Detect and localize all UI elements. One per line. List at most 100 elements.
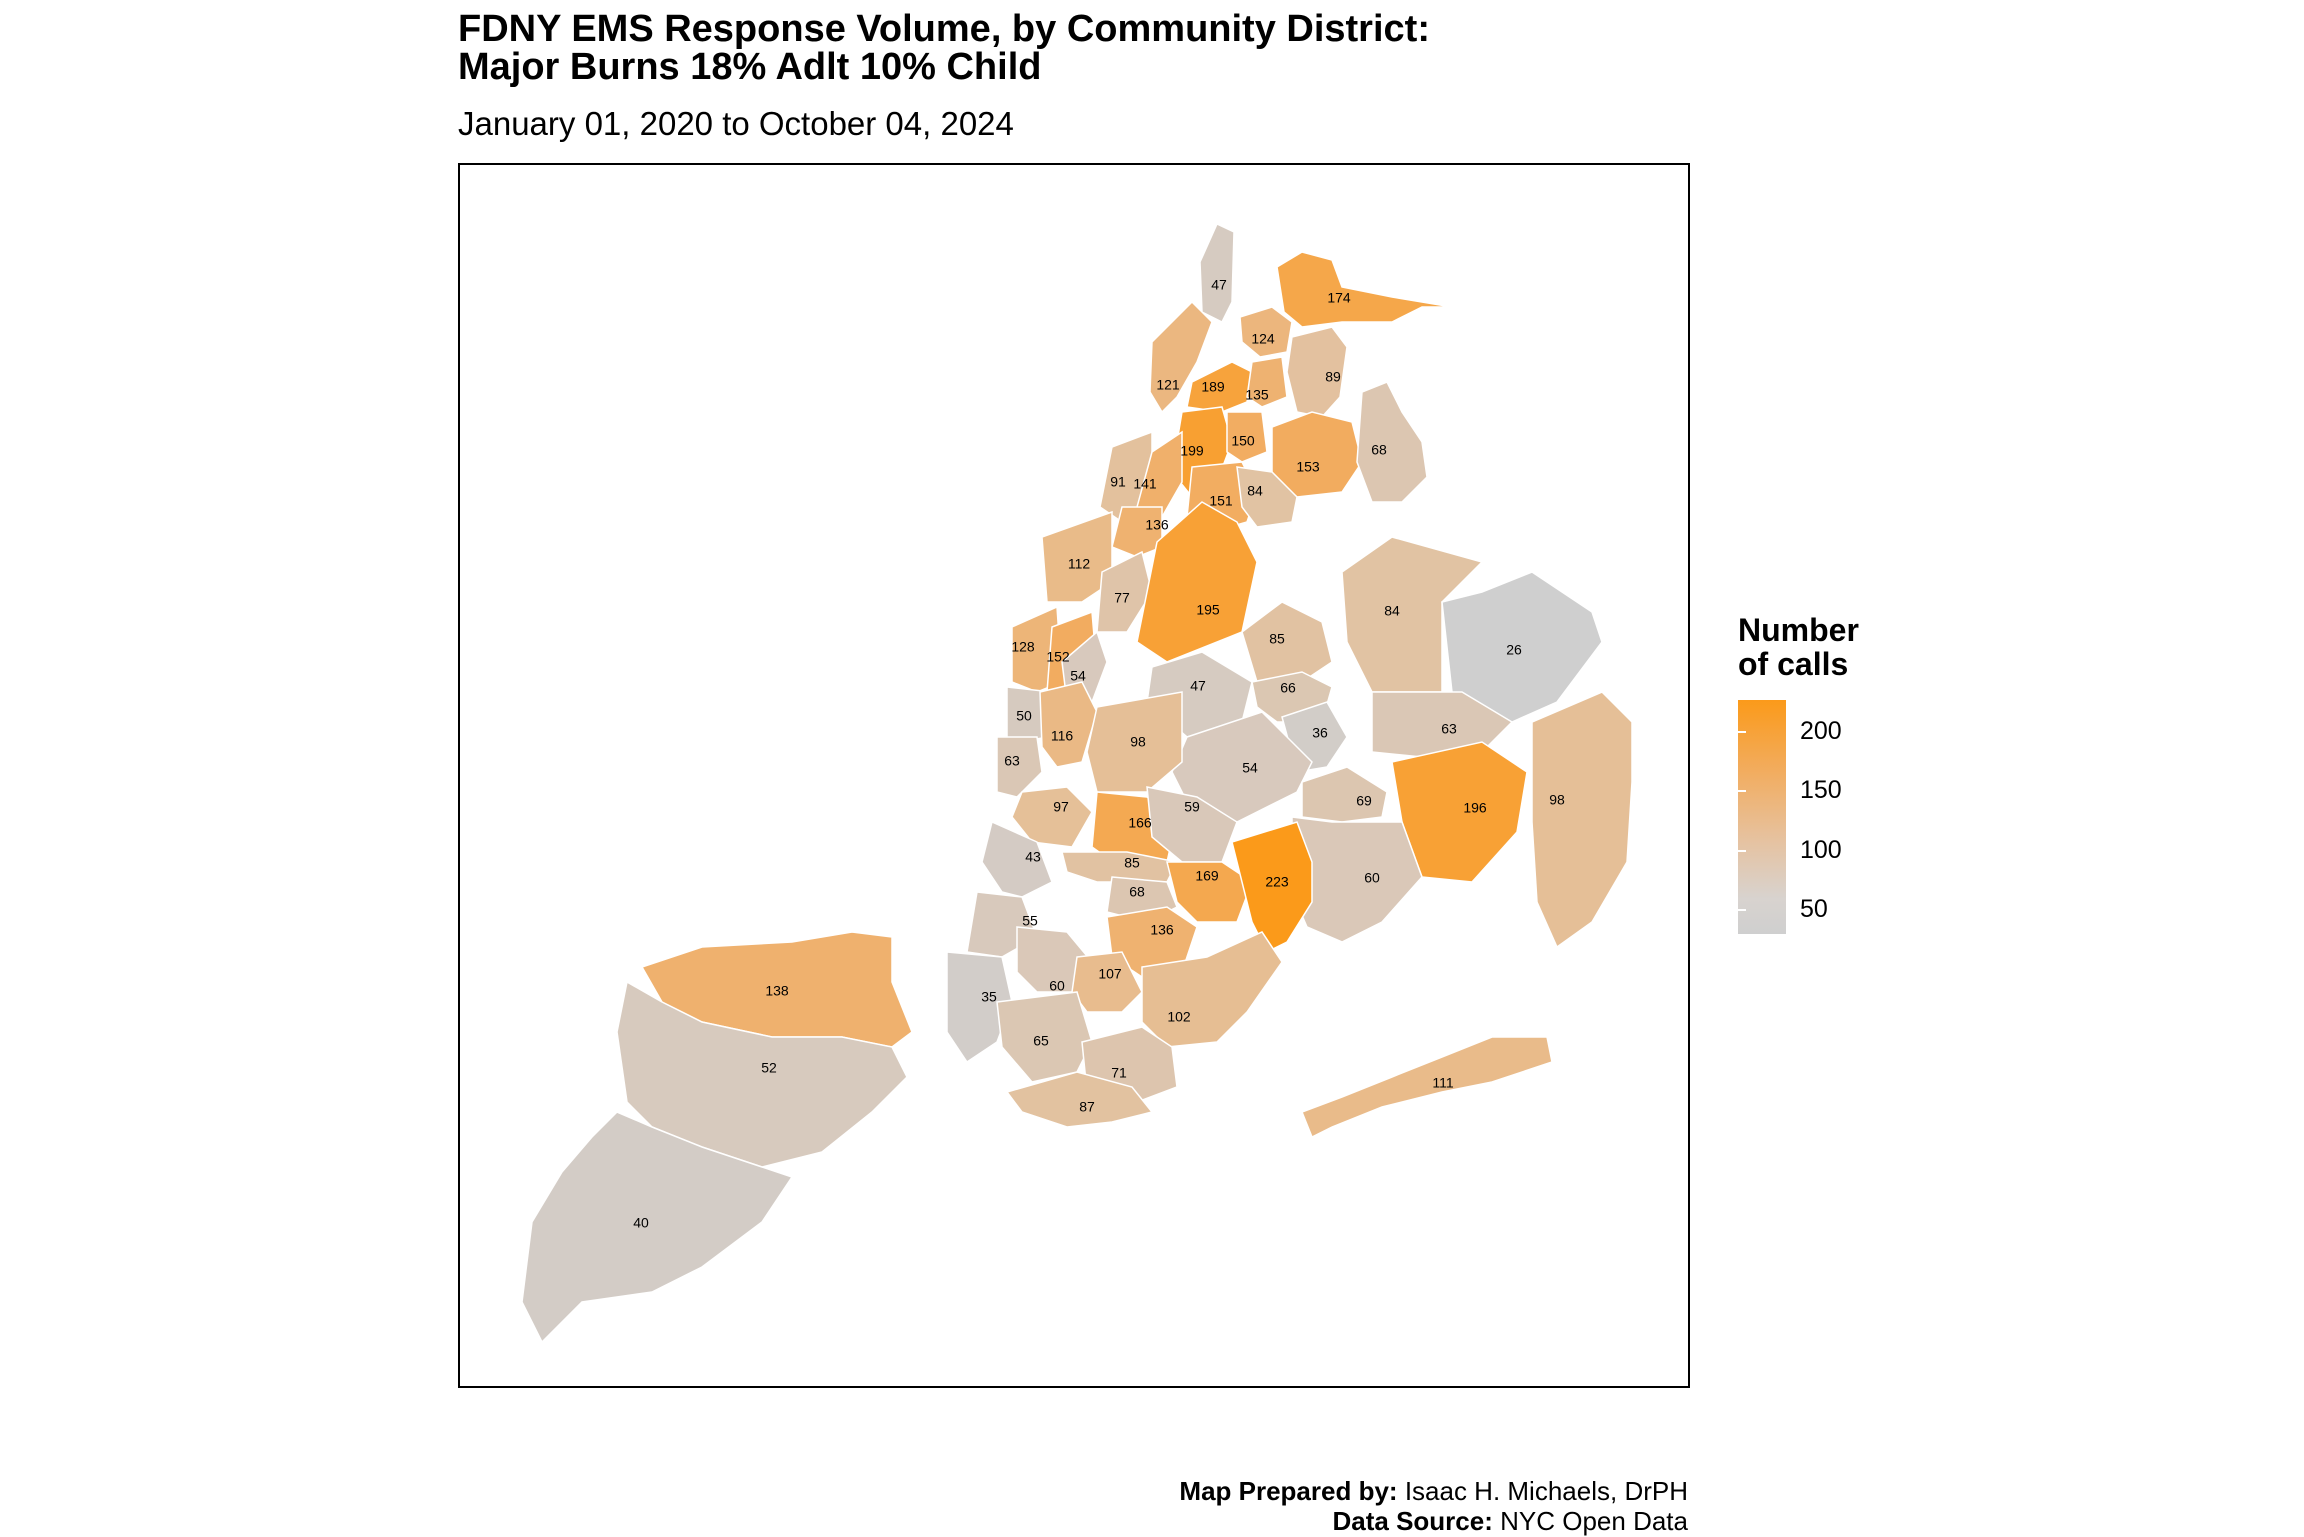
district-value-label: 84 [1247, 483, 1263, 499]
district-value-label: 97 [1053, 799, 1069, 815]
district-value-label: 189 [1201, 379, 1225, 395]
nyc-map: 47 174 124 121 189 135 89 199 150 153 68 151 84 91 141… [521, 222, 1633, 1344]
district-value-label: 47 [1190, 678, 1206, 694]
district-value-label: 55 [1022, 913, 1038, 929]
district-value-label: 135 [1245, 387, 1269, 403]
district-value-label: 26 [1506, 642, 1522, 658]
legend-title-line-2: of calls [1738, 646, 1849, 682]
district-value-label: 199 [1180, 443, 1204, 459]
district-value-label: 112 [1068, 556, 1091, 572]
district-value-label: 59 [1184, 799, 1200, 815]
district-bronx [1271, 411, 1363, 498]
district-bronx [1226, 411, 1268, 463]
district-bronx [1276, 251, 1453, 328]
district-queens [1301, 1036, 1553, 1139]
district-queens [1171, 711, 1313, 823]
district-value-label: 60 [1364, 870, 1380, 886]
district-value-label: 35 [981, 989, 997, 1005]
district-value-label: 124 [1251, 331, 1275, 347]
caption-source-label: Data Source: [1332, 1506, 1493, 1536]
map-panel: 47 174 124 121 189 135 89 199 150 153 68 151 84 91 141… [458, 163, 1690, 1388]
district-value-label: 166 [1128, 815, 1152, 831]
district-staten-island [521, 1111, 794, 1344]
district-brooklyn [946, 951, 1013, 1064]
district-value-label: 69 [1356, 793, 1372, 809]
district-value-label: 87 [1079, 1099, 1095, 1115]
district-value-label: 54 [1070, 668, 1086, 684]
legend-tick-label: 100 [1800, 836, 1842, 864]
district-brooklyn [1231, 821, 1313, 954]
district-manhattan [1136, 430, 1183, 518]
district-bronx [1286, 326, 1348, 418]
district-value-label: 141 [1133, 476, 1157, 492]
legend-tick-mark [1738, 850, 1746, 852]
district-value-label: 40 [633, 1215, 649, 1231]
district-value-label: 128 [1011, 639, 1035, 655]
legend-tick-mark [1786, 790, 1796, 792]
caption-source: Data Source: NYC Open Data [1333, 1506, 1689, 1537]
district-bronx [1149, 300, 1213, 414]
district-queens [1531, 691, 1633, 949]
legend-tick-mark [1786, 731, 1796, 733]
district-value-label: 174 [1327, 290, 1351, 306]
district-value-label: 66 [1280, 680, 1296, 696]
district-value-label: 151 [1209, 493, 1233, 509]
district-value-label: 111 [1432, 1075, 1453, 1091]
district-value-label: 196 [1463, 800, 1487, 816]
district-bronx [1236, 466, 1298, 528]
district-value-label: 68 [1129, 884, 1145, 900]
legend-tick-label: 150 [1800, 776, 1842, 804]
district-manhattan [996, 736, 1043, 798]
district-value-label: 121 [1156, 377, 1180, 393]
district-bronx [1239, 306, 1293, 358]
district-queens [1136, 501, 1258, 663]
legend-title: Number of calls [1738, 613, 1859, 681]
district-value-label: 98 [1130, 734, 1146, 750]
district-queens [1341, 536, 1484, 693]
legend-tick-label: 50 [1800, 895, 1828, 923]
caption-source-value: NYC Open Data [1500, 1506, 1688, 1536]
legend-tick-mark [1786, 850, 1796, 852]
district-value-label: 195 [1196, 602, 1220, 618]
legend-tick-mark [1738, 731, 1746, 733]
district-queens [1301, 766, 1388, 823]
caption-prepared: Map Prepared by: Isaac H. Michaels, DrPH [1179, 1476, 1688, 1507]
district-brooklyn [1005, 1071, 1154, 1128]
district-value-label: 116 [1051, 728, 1074, 744]
district-bronx [1199, 222, 1235, 324]
district-manhattan [1111, 506, 1163, 558]
district-value-label: 84 [1384, 603, 1400, 619]
district-brooklyn [1039, 681, 1098, 768]
district-value-label: 98 [1549, 792, 1565, 808]
district-staten-island [616, 980, 908, 1168]
district-value-label: 50 [1016, 708, 1032, 724]
caption-prepared-label: Map Prepared by: [1179, 1476, 1398, 1506]
district-value-label: 136 [1145, 517, 1169, 533]
district-value-label: 71 [1111, 1065, 1127, 1081]
district-value-label: 102 [1167, 1009, 1191, 1025]
map-subtitle: January 01, 2020 to October 04, 2024 [458, 105, 1014, 142]
district-value-label: 68 [1371, 442, 1387, 458]
district-value-label: 63 [1441, 721, 1457, 737]
district-brooklyn [1011, 786, 1093, 848]
caption-prepared-value: Isaac H. Michaels, DrPH [1404, 1476, 1688, 1506]
district-value-label: 153 [1296, 459, 1320, 475]
district-bronx [1246, 356, 1288, 408]
district-value-label: 36 [1312, 725, 1328, 741]
district-queens [1241, 601, 1333, 683]
district-brooklyn [1141, 931, 1283, 1048]
legend-title-line-1: Number [1738, 612, 1859, 648]
legend-tick-label: 200 [1800, 717, 1842, 745]
district-brooklyn [1166, 861, 1253, 923]
district-value-label: 54 [1242, 760, 1258, 776]
legend-tick-mark [1738, 909, 1746, 911]
district-manhattan [1041, 510, 1113, 603]
district-value-label: 60 [1049, 978, 1065, 994]
title-line-1: FDNY EMS Response Volume, by Community D… [458, 8, 1430, 50]
district-value-label: 63 [1004, 753, 1020, 769]
district-bronx [1186, 361, 1253, 413]
district-value-label: 107 [1098, 966, 1122, 982]
district-value-label: 43 [1025, 849, 1041, 865]
district-value-label: 85 [1269, 631, 1285, 647]
district-value-label: 77 [1114, 590, 1130, 606]
